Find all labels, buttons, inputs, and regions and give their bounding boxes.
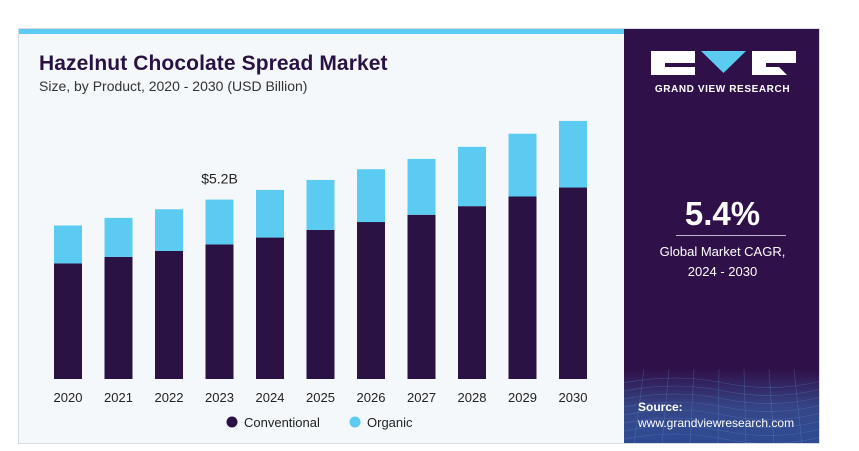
x-tick-label-2028: 2028 bbox=[458, 390, 487, 405]
accent-bar bbox=[19, 29, 624, 34]
source-url: www.grandviewresearch.com bbox=[638, 416, 795, 430]
bar-organic-2025 bbox=[306, 179, 335, 230]
bar-organic-2022 bbox=[155, 209, 183, 252]
cagr-value: 5.4% bbox=[684, 195, 761, 232]
brand-name: GRAND VIEW RESEARCH bbox=[654, 84, 791, 95]
bar-organic-2026 bbox=[357, 169, 385, 223]
x-tick-label-2021: 2021 bbox=[104, 390, 133, 405]
brand-logo-icon bbox=[651, 51, 796, 75]
bar-conventional-2028 bbox=[458, 206, 486, 379]
bar-organic-2030 bbox=[559, 120, 587, 188]
legend-conventional-label: Conventional bbox=[244, 415, 320, 430]
x-tick-label-2022: 2022 bbox=[155, 390, 184, 405]
infographic-card: Hazelnut Chocolate Spread Market Size, b… bbox=[18, 28, 820, 444]
chart-panel: Hazelnut Chocolate Spread Market Size, b… bbox=[19, 34, 624, 443]
bar-conventional-2025 bbox=[306, 229, 335, 379]
x-tick-label-2020: 2020 bbox=[54, 390, 83, 405]
sidebar-panel: GRAND VIEW RESEARCH 5.4% Global Market C… bbox=[624, 29, 819, 443]
bar-organic-2024 bbox=[256, 189, 284, 238]
x-tick-label-2023: 2023 bbox=[205, 390, 234, 405]
decorative-wave-icon bbox=[624, 369, 819, 443]
bar-organic-2020 bbox=[54, 225, 82, 264]
bar-conventional-2026 bbox=[357, 222, 385, 379]
legend-conventional-marker bbox=[226, 416, 238, 428]
data-label-2023: $5.2B bbox=[201, 171, 238, 187]
x-tick-label-2024: 2024 bbox=[256, 390, 285, 405]
bar-conventional-2027 bbox=[407, 214, 436, 379]
bar-conventional-2024 bbox=[256, 237, 284, 379]
bar-conventional-2021 bbox=[104, 256, 133, 379]
x-tick-label-2026: 2026 bbox=[357, 390, 386, 405]
stacked-bar-chart: 2020 2021 2022 2023 2024 2025 2026 2027 2028 2029… bbox=[54, 120, 588, 430]
bar-conventional-2022 bbox=[155, 251, 183, 379]
bar-organic-2023 bbox=[205, 199, 234, 245]
bar-organic-2029 bbox=[508, 133, 537, 197]
chart-title: Hazelnut Chocolate Spread Market bbox=[39, 52, 388, 75]
x-tick-label-2025: 2025 bbox=[306, 390, 335, 405]
cagr-label-line-2: 2024 - 2030 bbox=[687, 264, 758, 279]
divider bbox=[676, 235, 786, 236]
legend-organic-label: Organic bbox=[367, 415, 413, 430]
bar-conventional-2023 bbox=[205, 244, 234, 379]
x-tick-label-2030: 2030 bbox=[559, 390, 588, 405]
bar-conventional-2020 bbox=[54, 263, 82, 379]
cagr-label-line-1: Global Market CAGR, bbox=[659, 244, 786, 259]
bar-organic-2021 bbox=[104, 217, 133, 257]
bar-conventional-2030 bbox=[559, 187, 587, 379]
source-label: Source: bbox=[638, 400, 683, 414]
cagr-label: Global Market CAGR, 2024 - 2030 bbox=[624, 242, 819, 282]
bar-organic-2028 bbox=[458, 146, 486, 207]
legend-organic-marker bbox=[349, 416, 361, 428]
chart-subtitle: Size, by Product, 2020 - 2030 (USD Billi… bbox=[39, 78, 308, 94]
x-tick-label-2029: 2029 bbox=[508, 390, 537, 405]
bar-conventional-2029 bbox=[508, 196, 537, 379]
bar-organic-2027 bbox=[407, 158, 436, 215]
x-tick-label-2027: 2027 bbox=[407, 390, 436, 405]
